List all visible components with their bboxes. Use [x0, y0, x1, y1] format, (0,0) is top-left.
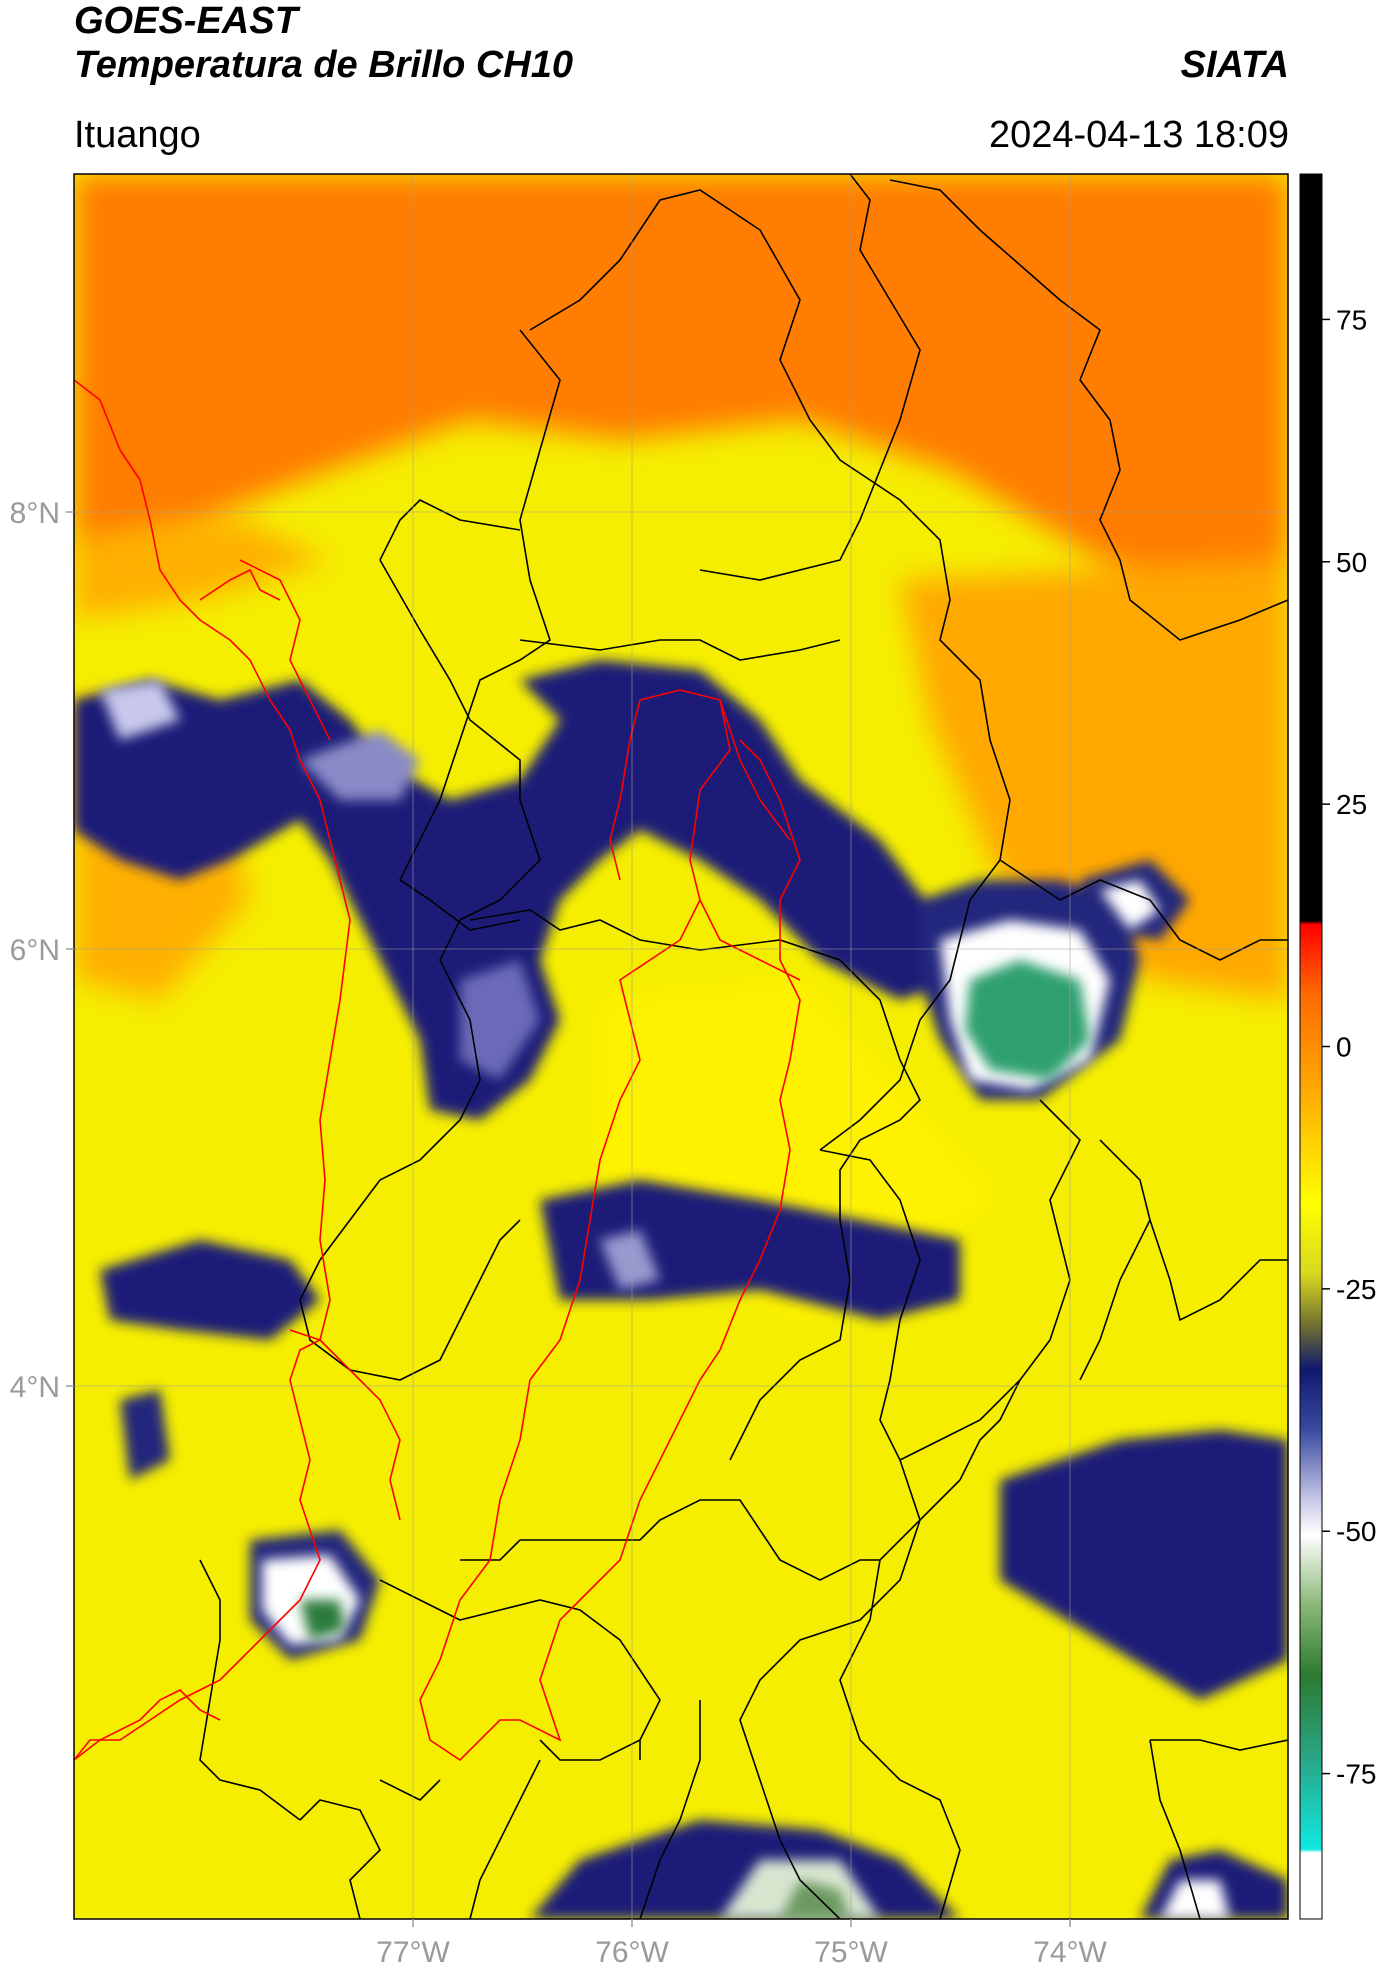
lon-label-76w: 76°W [595, 1936, 669, 1969]
lon-label-74w: 74°W [1033, 1936, 1107, 1969]
colorbar-ticks: 75 50 25 0 -25 -50 -75 [1322, 304, 1376, 1790]
colorbar-tick-label: -50 [1336, 1516, 1376, 1547]
datetime-label: 2024-04-13 18:09 [988, 114, 1289, 156]
region-label: Ituango [74, 114, 201, 156]
colorbar-tick-label: 75 [1336, 304, 1367, 335]
product-title: Temperatura de Brillo CH10 [74, 44, 574, 86]
colorbar-tick-label: 50 [1336, 547, 1367, 578]
colorbar [1299, 173, 1323, 1920]
map-gridlines [74, 174, 1288, 1919]
brightness-temperature-field [74, 174, 1288, 1919]
satellite-title: GOES-EAST [74, 0, 298, 42]
lat-label-4n: 4°N [10, 1371, 60, 1404]
map-frame [73, 173, 1289, 1920]
colorbar-tick-label: -75 [1336, 1759, 1376, 1790]
lat-label-8n: 8°N [10, 497, 60, 530]
lon-label-77w: 77°W [376, 1936, 450, 1969]
colorbar-tick-label: -25 [1336, 1274, 1376, 1305]
colorbar-tick-label: 25 [1336, 789, 1367, 820]
lat-label-6n: 6°N [10, 934, 60, 967]
lon-label-75w: 75°W [814, 1936, 888, 1969]
colorbar-tick-label: 0 [1336, 1032, 1352, 1063]
regional-boundaries [74, 379, 801, 1762]
agency-label: SIATA [1180, 44, 1289, 86]
